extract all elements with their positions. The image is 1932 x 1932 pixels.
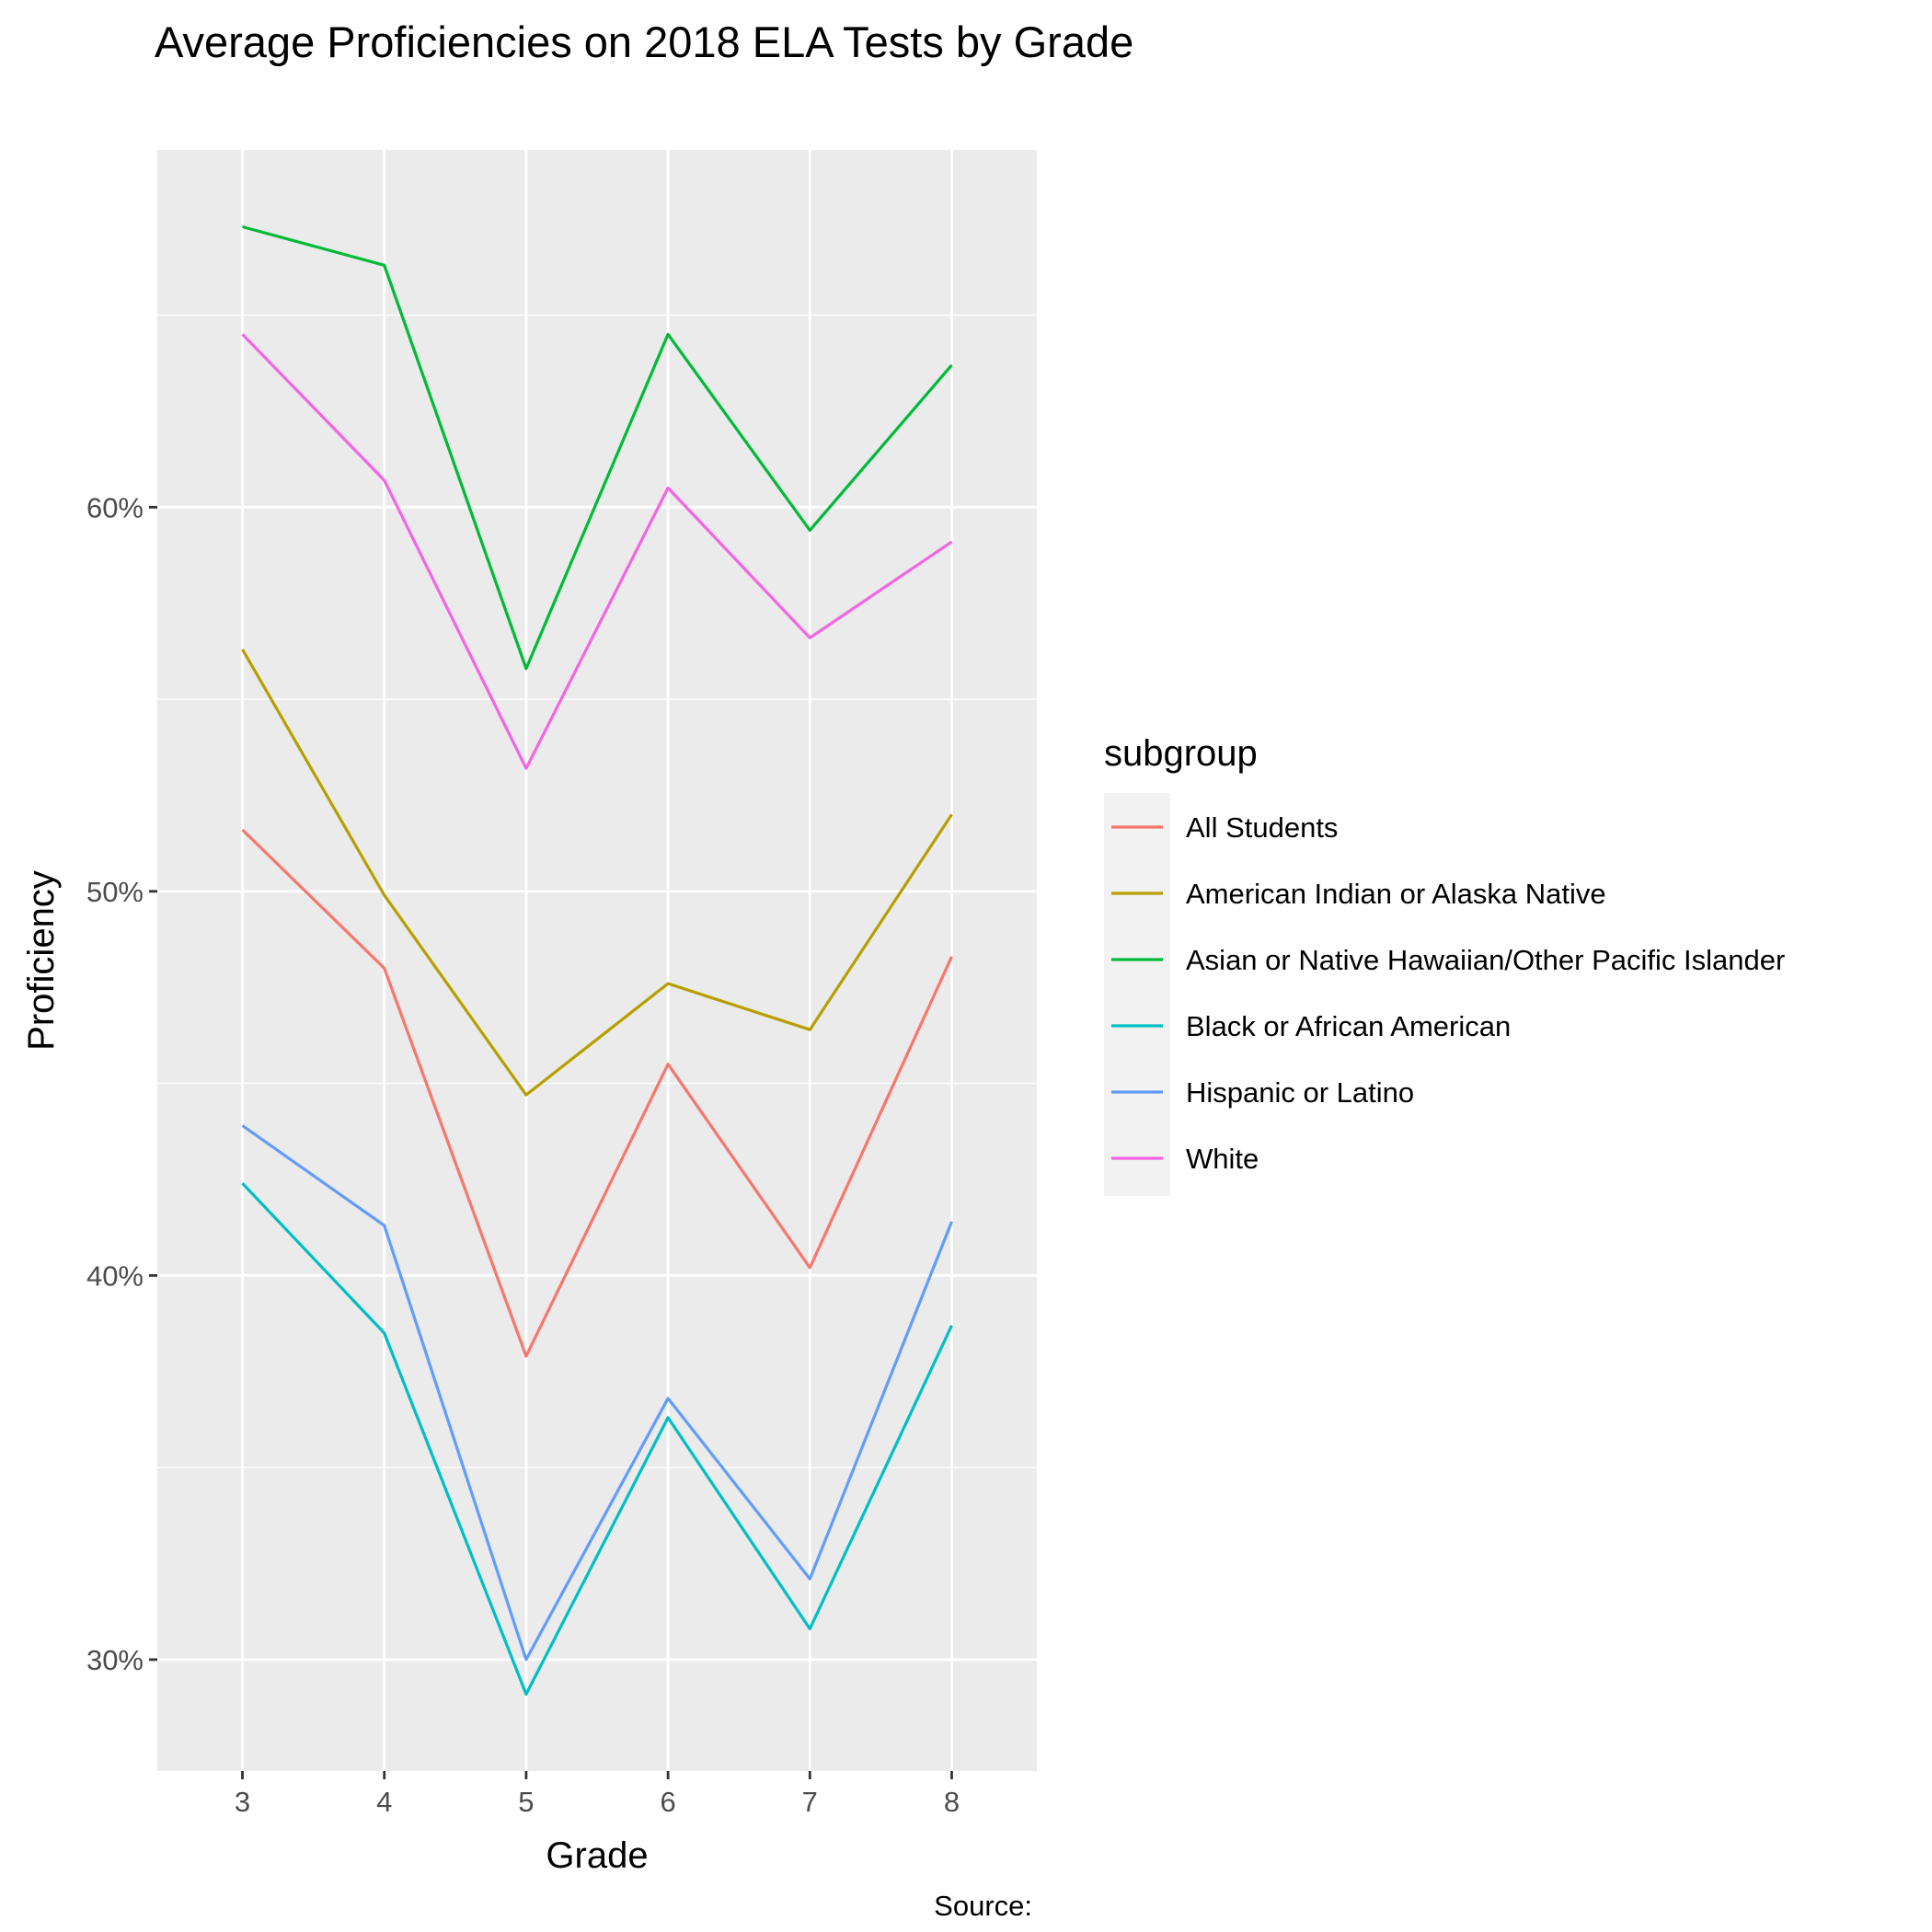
x-axis-title: Grade (546, 1835, 648, 1876)
series-line (242, 224, 953, 671)
plot-panel (157, 150, 1037, 1771)
series-line (241, 649, 953, 1097)
x-tick-label: 6 (660, 1786, 675, 1818)
x-tick-label: 5 (518, 1786, 534, 1818)
y-axis: 30% 40% 50% 60% (86, 491, 157, 1676)
x-tick-label: 7 (802, 1786, 818, 1818)
legend-label: Asian or Native Hawaiian/Other Pacific I… (1186, 944, 1785, 976)
legend-items: All Students American Indian or Alaska Na… (1111, 811, 1785, 1175)
x-axis: 3 4 5 6 7 8 (235, 1771, 960, 1818)
legend: subgroup All Students American Indian or … (1104, 733, 1785, 1196)
x-tick-label: 4 (376, 1786, 392, 1818)
legend-label: American Indian or Alaska Native (1186, 878, 1606, 910)
major-gridlines (157, 150, 1037, 1771)
legend-label: Black or African American (1186, 1010, 1511, 1042)
chart-title: Average Proficiencies on 2018 ELA Tests … (155, 17, 1133, 66)
series-line (241, 333, 953, 770)
y-tick-label: 60% (86, 491, 144, 523)
series-line (241, 1182, 953, 1696)
x-tick-label: 3 (235, 1786, 250, 1818)
y-tick-label: 50% (86, 876, 144, 908)
legend-label: All Students (1186, 811, 1338, 844)
y-tick-label: 40% (86, 1259, 144, 1292)
legend-title: subgroup (1104, 733, 1258, 774)
legend-key-background (1104, 793, 1170, 1196)
y-tick-label: 30% (86, 1644, 144, 1676)
minor-gridlines (157, 314, 1037, 1468)
caption: Source: (934, 1890, 1032, 1922)
legend-label: Hispanic or Latino (1186, 1076, 1414, 1109)
x-tick-label: 8 (944, 1786, 960, 1818)
y-axis-title: Proficiency (21, 870, 62, 1051)
series-line (241, 1124, 953, 1662)
data-lines (241, 224, 953, 1696)
series-line (241, 828, 953, 1358)
legend-label: White (1186, 1143, 1259, 1175)
